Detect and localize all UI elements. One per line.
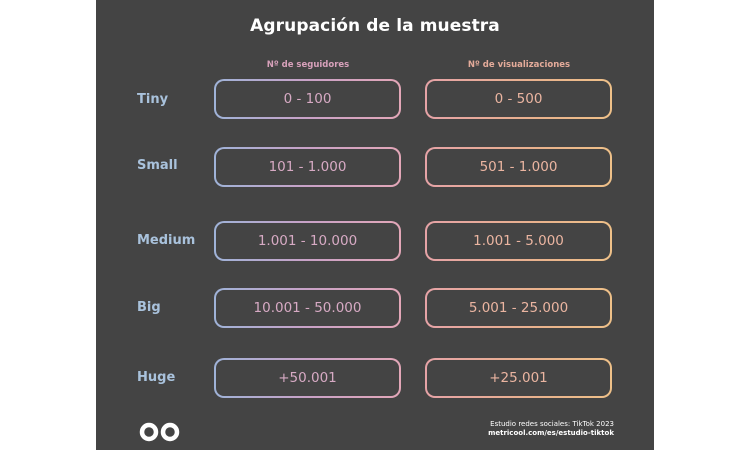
row-label-big: Big [137,300,161,315]
views-range-huge: +25.001 [425,358,612,398]
followers-range-medium: 1.001 - 10.000 [214,221,401,261]
views-range-text: 1.001 - 5.000 [473,233,564,249]
followers-range-text: 10.001 - 50.000 [253,300,362,316]
page-title: Agrupación de la muestra [250,16,500,36]
infographic-panel: Agrupación de la muestra Nº de seguidore… [96,0,654,450]
followers-range-text: +50.001 [278,370,337,386]
views-range-text: 5.001 - 25.000 [468,300,569,316]
views-range-tiny: 0 - 500 [425,79,612,119]
views-range-small: 501 - 1.000 [425,147,612,187]
footer-credits: Estudio redes sociales: TikTok 2023 metr… [488,420,614,438]
followers-range-huge: +50.001 [214,358,401,398]
followers-range-text: 1.001 - 10.000 [257,233,358,249]
followers-range-text: 101 - 1.000 [268,159,347,175]
followers-range-text: 0 - 100 [283,91,332,107]
views-range-text: 501 - 1.000 [479,159,558,175]
followers-range-small: 101 - 1.000 [214,147,401,187]
row-label-small: Small [137,158,178,173]
views-range-text: 0 - 500 [494,91,543,107]
followers-range-tiny: 0 - 100 [214,79,401,119]
followers-range-big: 10.001 - 50.000 [214,288,401,328]
row-label-medium: Medium [137,233,196,248]
views-range-text: +25.001 [489,370,548,386]
row-label-tiny: Tiny [137,92,169,107]
metricool-infinity-logo-icon [138,422,182,446]
views-range-big: 5.001 - 25.000 [425,288,612,328]
footer-url: metricool.com/es/estudio-tiktok [488,429,614,437]
row-label-huge: Huge [137,370,176,385]
views-range-medium: 1.001 - 5.000 [425,221,612,261]
column-header-views: Nº de visualizaciones [467,60,571,70]
column-header-followers: Nº de seguidores [266,60,350,70]
footer-source: Estudio redes sociales: TikTok 2023 [490,420,614,428]
